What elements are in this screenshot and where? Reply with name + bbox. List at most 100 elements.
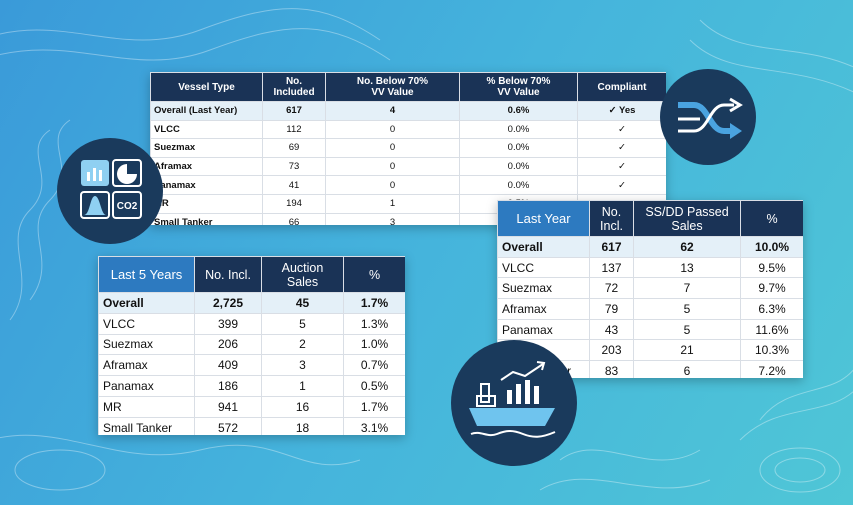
table-row: Suezmax 72 7 9.7% [497, 277, 803, 300]
shuffle-icon-circle [660, 69, 756, 165]
cell-incl: 409 [194, 354, 262, 377]
shuffle-arrows-icon [678, 97, 743, 139]
cell-pct: 11.6% [740, 318, 803, 341]
cell-pct: 7.2% [740, 360, 803, 378]
cell-incl: 2,725 [194, 292, 262, 314]
cell-below: 0 [325, 175, 460, 195]
cell-incl: 83 [589, 360, 634, 378]
cell-sales: 18 [261, 416, 344, 435]
cell-below: 0 [325, 156, 460, 177]
cell-compliant: ✓ [577, 156, 666, 177]
header-pct: % [343, 256, 405, 293]
cell-pct: 10.0% [740, 236, 803, 258]
cell-type: Aframax [150, 156, 263, 177]
cell-included: 73 [262, 156, 326, 177]
cell-pct: 0.0% [459, 138, 578, 158]
cell-type: VLCC [98, 312, 195, 335]
cell-pct: 9.5% [740, 256, 803, 279]
cell-below: 3 [325, 212, 460, 225]
cell-below: 0 [325, 138, 460, 158]
last-5-years-table-card: Last 5 Years No. Incl. Auction Sales % O… [98, 256, 405, 435]
cell-type: MR [150, 193, 263, 214]
cell-below: 0 [325, 119, 460, 140]
cell-pct: 9.7% [740, 277, 803, 300]
table-row: Panamax 43 5 11.6% [497, 318, 803, 341]
cell-pct: 3.1% [343, 416, 405, 435]
cell-sales: 5 [261, 312, 344, 335]
cell-compliant: ✓ [577, 138, 666, 158]
cell-sales: 2 [261, 333, 344, 356]
cell-pct: 10.3% [740, 339, 803, 362]
header-no-below: No. Below 70% VV Value [325, 72, 460, 102]
cell-type: Aframax [98, 354, 195, 377]
header-pct-below: % Below 70% VV Value [459, 72, 578, 102]
cell-pct: 1.7% [343, 395, 405, 418]
table-row: Panamax 186 1 0.5% [98, 375, 405, 397]
cell-sales: 62 [633, 236, 741, 258]
cell-sales: 6 [633, 360, 741, 378]
cell-sales: 45 [261, 292, 344, 314]
cell-type: Suezmax [497, 277, 590, 300]
cell-pct: 0.0% [459, 119, 578, 140]
table-row: Overall 617 62 10.0% [497, 236, 803, 258]
ship-icon-circle [451, 340, 577, 466]
cell-incl: 617 [589, 236, 634, 258]
table-row: VLCC 399 5 1.3% [98, 312, 405, 335]
header-ssdd-sales: SS/DD Passed Sales [633, 200, 741, 237]
cell-included: 112 [262, 119, 326, 140]
cell-included: 41 [262, 175, 326, 195]
cell-incl: 399 [194, 312, 262, 335]
cell-pct: 1.0% [343, 333, 405, 356]
cell-included: 69 [262, 138, 326, 158]
header-last-5-years: Last 5 Years [98, 256, 195, 293]
cell-sales: 5 [633, 318, 741, 341]
cell-pct: 6.3% [740, 298, 803, 320]
compliance-table-header: Vessel Type No. Included No. Below 70% V… [150, 72, 666, 102]
header-no-included: No. Included [262, 72, 326, 102]
cell-type: Panamax [497, 318, 590, 341]
header-compliant: Compliant [577, 72, 666, 102]
cell-incl: 79 [589, 298, 634, 320]
cell-incl: 137 [589, 256, 634, 279]
cell-pct: 1.7% [343, 292, 405, 314]
header-no-incl: No. Incl. [194, 256, 262, 293]
table-row: Suezmax 206 2 1.0% [98, 333, 405, 356]
cell-type: VLCC [150, 119, 263, 140]
last-year-table-header: Last Year No. Incl. SS/DD Passed Sales % [497, 200, 803, 237]
table-row: Aframax 409 3 0.7% [98, 354, 405, 377]
table-row: MR 941 16 1.7% [98, 395, 405, 418]
cell-sales: 3 [261, 354, 344, 377]
last-5-years-table-header: Last 5 Years No. Incl. Auction Sales % [98, 256, 405, 293]
header-auction-sales: Auction Sales [261, 256, 344, 293]
cell-type: Small Tanker [150, 212, 263, 225]
cell-incl: 206 [194, 333, 262, 356]
header-vessel-type: Vessel Type [150, 72, 263, 102]
cell-included: 66 [262, 212, 326, 225]
cell-below: 4 [325, 101, 460, 121]
tanker-ship-chart-icon [469, 361, 556, 438]
header-no-incl: No. Incl. [589, 200, 634, 237]
cell-type: Overall (Last Year) [150, 101, 263, 121]
cell-compliant: ✓ [577, 175, 666, 195]
cell-sales: 1 [261, 375, 344, 397]
cell-type: Panamax [150, 175, 263, 195]
table-row: Overall (Last Year) 617 4 0.6% ✓ Yes [150, 101, 666, 121]
table-row: Overall 2,725 45 1.7% [98, 292, 405, 314]
analytics-icon: CO2 [80, 159, 142, 219]
cell-pct: 0.0% [459, 175, 578, 195]
cell-sales: 7 [633, 277, 741, 300]
cell-sales: 5 [633, 298, 741, 320]
cell-compliant: ✓ Yes [577, 101, 666, 121]
cell-incl: 203 [589, 339, 634, 362]
cell-pct: 1.3% [343, 312, 405, 335]
cell-pct: 0.7% [343, 354, 405, 377]
header-last-year: Last Year [497, 200, 590, 237]
cell-type: VLCC [497, 256, 590, 279]
table-row: Panamax 41 0 0.0% ✓ [150, 175, 666, 195]
cell-included: 194 [262, 193, 326, 214]
cell-type: Panamax [98, 375, 195, 397]
analytics-icon-circle: CO2 [57, 138, 163, 244]
cell-type: Suezmax [150, 138, 263, 158]
cell-sales: 13 [633, 256, 741, 279]
